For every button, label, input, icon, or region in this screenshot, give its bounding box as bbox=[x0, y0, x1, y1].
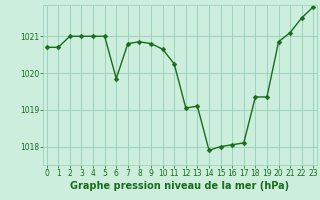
X-axis label: Graphe pression niveau de la mer (hPa): Graphe pression niveau de la mer (hPa) bbox=[70, 181, 290, 191]
